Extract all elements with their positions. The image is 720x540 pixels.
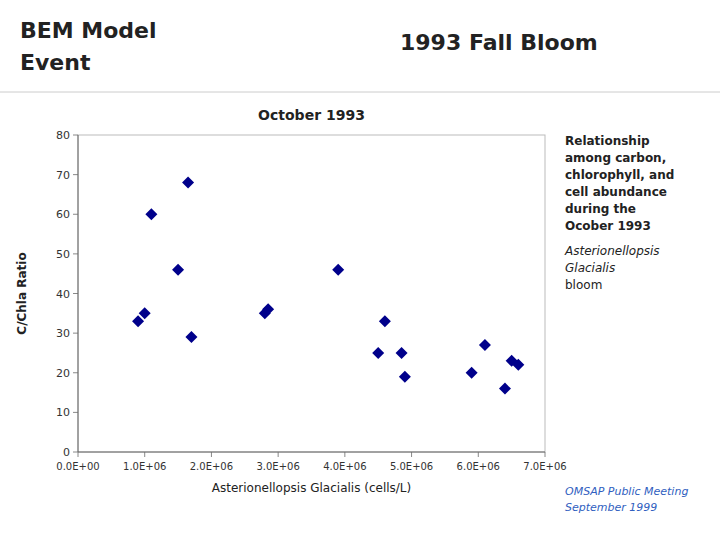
header-rule	[0, 92, 720, 93]
title: October 1993	[258, 107, 365, 123]
header-text: Event	[20, 50, 91, 75]
side-text-line: Asterionellopsis	[564, 244, 660, 258]
tick-label: 50	[56, 248, 70, 261]
tick-mark	[144, 452, 145, 457]
side-text: bloom	[565, 278, 602, 292]
plot-frame	[78, 135, 545, 452]
tick-mark	[73, 372, 78, 373]
footer-text: OMSAP Public Meeting September 1999	[565, 485, 688, 514]
point	[332, 264, 344, 276]
side-text-line: during the	[565, 202, 636, 216]
tick-label: 70	[56, 169, 70, 182]
point	[172, 264, 184, 276]
tick-mark	[73, 452, 78, 453]
header-text-line: 1993 Fall Bloom	[400, 30, 598, 55]
side-text: Relationship among carbon, chlorophyll, an…	[565, 134, 674, 233]
tick-mark	[73, 333, 78, 334]
tick-mark	[278, 452, 279, 457]
tick-label: 40	[56, 288, 70, 301]
tick-label: 5.0E+06	[390, 461, 433, 472]
point	[132, 315, 144, 327]
header-text: BEM Model	[20, 18, 157, 43]
header-text: 1993 Fall Bloom	[400, 30, 598, 55]
side-text-line: among carbon,	[565, 151, 666, 165]
point	[185, 331, 197, 343]
tick-mark	[73, 293, 78, 294]
tick-label: 80	[56, 129, 70, 142]
point	[379, 315, 391, 327]
point	[499, 383, 511, 395]
tick-mark	[411, 452, 412, 457]
tick-mark	[73, 412, 78, 413]
tick-label: 20	[56, 367, 70, 380]
y-axis-label: C/Chla Ratio	[15, 252, 29, 334]
chart: BEM Model Event 1993 Fall Bloom Relationshi…	[0, 0, 720, 540]
point	[182, 177, 194, 189]
tick-label: 3.0E+06	[256, 461, 299, 472]
tick-mark	[478, 452, 479, 457]
point	[512, 359, 524, 371]
point	[372, 347, 384, 359]
tick-mark	[73, 253, 78, 254]
point	[479, 339, 491, 351]
header-text-line: BEM Model	[20, 18, 157, 43]
tick-mark	[344, 452, 345, 457]
point	[262, 303, 274, 315]
side-text-line: cell abundance	[565, 185, 667, 199]
tick-label: 2.0E+06	[190, 461, 233, 472]
tick-label: 0.0E+00	[56, 461, 99, 472]
y-axis-line	[78, 135, 79, 452]
tick-mark	[545, 452, 546, 457]
tick-mark	[73, 174, 78, 175]
footer-text-line: September 1999	[565, 501, 657, 514]
tick-label: 0	[63, 446, 70, 459]
side-text-line: chlorophyll, and	[565, 168, 674, 182]
tick-mark	[211, 452, 212, 457]
tick-label: 1.0E+06	[123, 461, 166, 472]
point	[145, 208, 157, 220]
tick-mark	[73, 214, 78, 215]
tick-label: 6.0E+06	[457, 461, 500, 472]
x-axis-label: Asterionellopsis Glacialis (cells/L)	[212, 481, 411, 495]
tick-label: 30	[56, 327, 70, 340]
tick-mark	[78, 452, 79, 457]
point	[396, 347, 408, 359]
point	[466, 367, 478, 379]
tick-mark	[73, 135, 78, 136]
side-text-line: Relationship	[565, 134, 650, 148]
side-text-line: Ocober 1993	[565, 219, 651, 233]
side-text-line: bloom	[565, 278, 602, 292]
tick-label: 4.0E+06	[323, 461, 366, 472]
tick-label: 10	[56, 406, 70, 419]
x-axis-line	[78, 452, 545, 453]
tick-label: 60	[56, 208, 70, 221]
footer-text-line: OMSAP Public Meeting	[565, 485, 688, 498]
page: {"chart_data": { "type": "scatter", "tit…	[0, 0, 720, 540]
point	[139, 307, 151, 319]
header-text-line: Event	[20, 50, 91, 75]
side-text-line: Glacialis	[565, 261, 615, 275]
side-text: Asterionellopsis Glacialis	[564, 244, 660, 275]
point	[399, 371, 411, 383]
points	[132, 177, 524, 395]
tick-label: 7.0E+06	[523, 461, 566, 472]
